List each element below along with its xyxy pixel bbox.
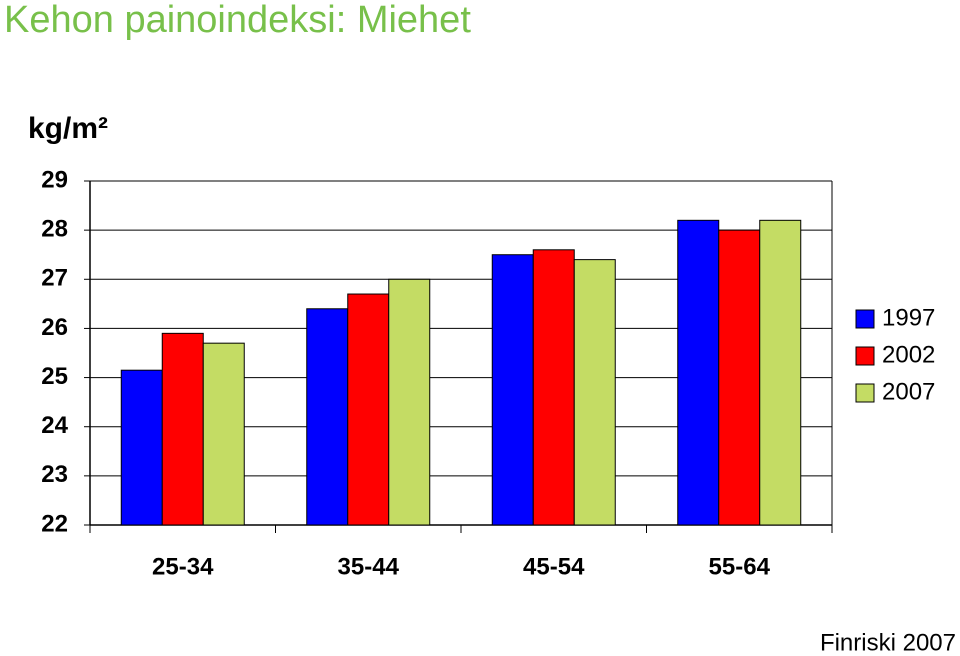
bar bbox=[388, 278, 431, 526]
legend-label: 2002 bbox=[882, 341, 935, 368]
bar bbox=[718, 229, 761, 526]
y-tick-label: 23 bbox=[41, 461, 68, 488]
bar bbox=[306, 308, 349, 526]
bar bbox=[532, 249, 575, 526]
x-tick-label: 55-64 bbox=[709, 553, 771, 580]
y-tick-label: 27 bbox=[41, 265, 68, 292]
bar bbox=[202, 342, 245, 526]
bar bbox=[573, 259, 616, 526]
y-tick-label: 26 bbox=[41, 314, 68, 341]
y-tick-label: 24 bbox=[41, 412, 68, 439]
y-tick-label: 29 bbox=[41, 166, 68, 193]
chart-title: Kehon painoindeksi: Miehet bbox=[4, 0, 471, 41]
x-tick-label: 45-54 bbox=[523, 553, 585, 580]
bar bbox=[347, 293, 390, 526]
y-tick-label: 25 bbox=[41, 363, 68, 390]
bar bbox=[161, 332, 204, 526]
bar bbox=[120, 369, 163, 526]
legend-swatch bbox=[855, 309, 875, 329]
legend-label: 1997 bbox=[882, 304, 935, 331]
bar bbox=[677, 219, 720, 526]
bar bbox=[491, 254, 534, 526]
bar bbox=[759, 219, 802, 526]
legend-swatch bbox=[855, 383, 875, 403]
y-tick-label: 28 bbox=[41, 215, 68, 242]
legend-label: 2007 bbox=[882, 378, 935, 405]
y-axis-label: kg/m² bbox=[28, 112, 108, 145]
x-tick-label: 35-44 bbox=[338, 553, 400, 580]
legend-swatch bbox=[855, 346, 875, 366]
x-tick-label: 25-34 bbox=[152, 553, 214, 580]
y-tick-label: 22 bbox=[41, 510, 68, 537]
source: Finriski 2007 bbox=[820, 629, 956, 656]
